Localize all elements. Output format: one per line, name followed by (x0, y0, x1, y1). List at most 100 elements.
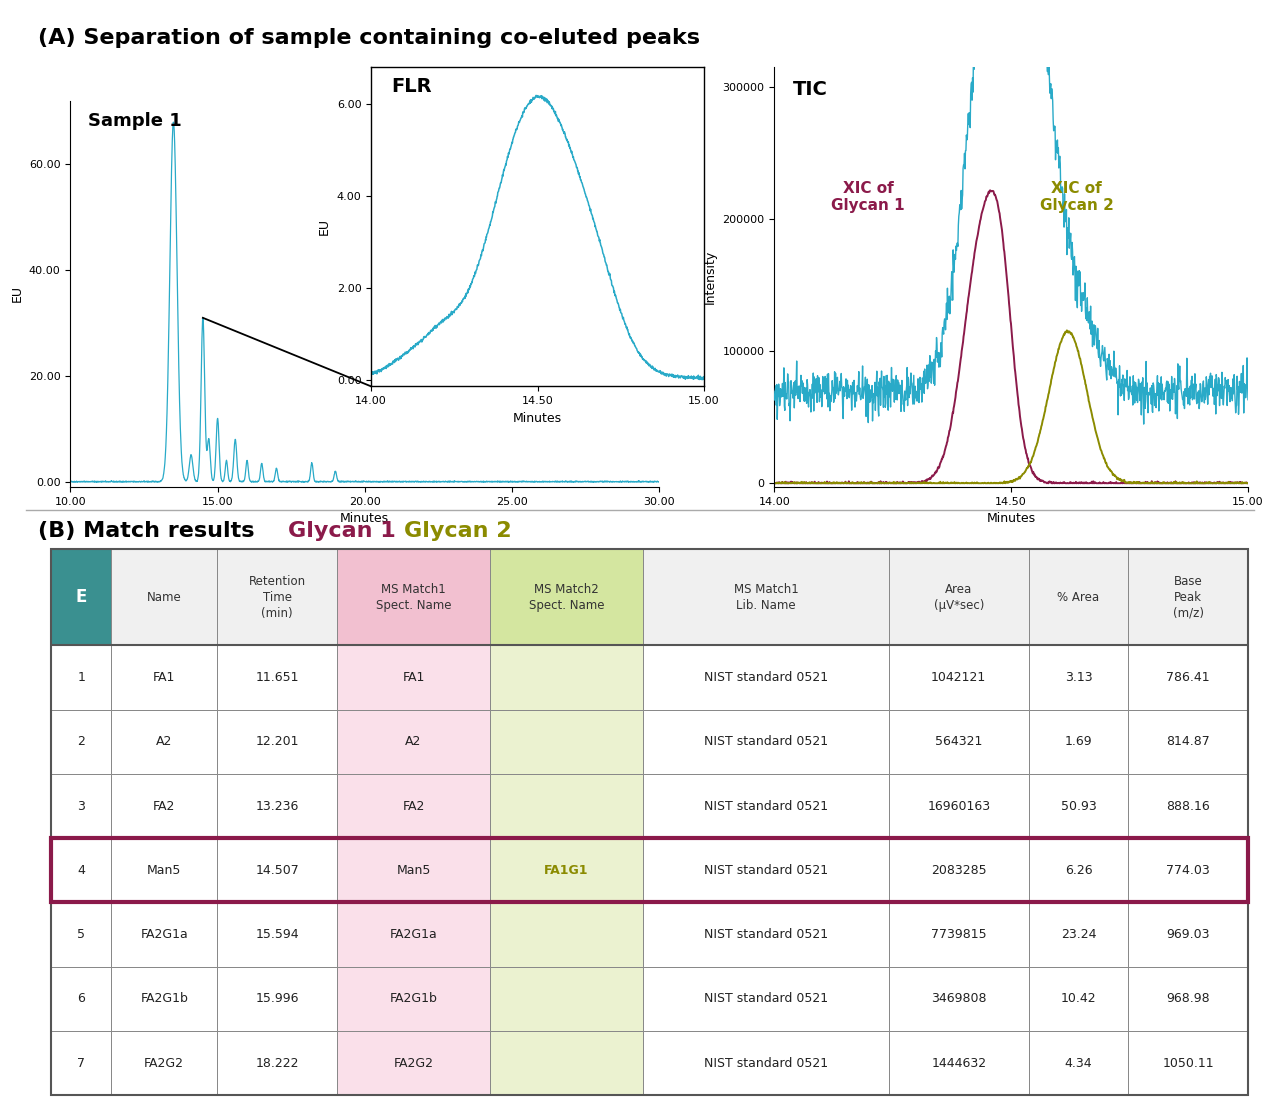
Bar (51, 645, 111, 710)
Bar (643, 838, 890, 903)
X-axis label: Minutes: Minutes (987, 513, 1036, 525)
Text: 50.93: 50.93 (1061, 800, 1097, 812)
Text: FA2G2: FA2G2 (393, 1056, 434, 1070)
Text: FA1G1: FA1G1 (544, 864, 589, 877)
Bar (1029, 838, 1129, 903)
Bar (337, 967, 490, 1032)
Text: 1050.11: 1050.11 (1162, 1056, 1213, 1070)
Bar (51, 967, 111, 1032)
Bar (1129, 838, 1248, 903)
Bar (337, 645, 490, 710)
Text: 10.42: 10.42 (1061, 992, 1096, 1006)
Bar (218, 1032, 337, 1095)
Y-axis label: Intensity: Intensity (704, 250, 717, 305)
Bar (51, 549, 111, 645)
Text: Sample 1: Sample 1 (88, 112, 182, 130)
Text: 1444632: 1444632 (932, 1056, 987, 1070)
Bar (111, 549, 218, 645)
Text: 786.41: 786.41 (1166, 671, 1210, 684)
Bar (1129, 774, 1248, 838)
Y-axis label: EU: EU (10, 286, 23, 302)
Text: MS Match1
Spect. Name: MS Match1 Spect. Name (376, 582, 452, 612)
Text: FA2: FA2 (402, 800, 425, 812)
Text: 16960163: 16960163 (927, 800, 991, 812)
Text: NIST standard 0521: NIST standard 0521 (704, 928, 828, 941)
Bar (888, 1032, 1029, 1095)
Text: Name: Name (147, 590, 182, 604)
Text: Glycan 1: Glycan 1 (288, 521, 396, 541)
Bar (1129, 967, 1248, 1032)
Bar (888, 774, 1029, 838)
Bar (1029, 1032, 1129, 1095)
Text: 23.24: 23.24 (1061, 928, 1096, 941)
Text: 3: 3 (77, 800, 84, 812)
Bar (218, 645, 337, 710)
Bar (111, 774, 218, 838)
Text: 5: 5 (77, 928, 84, 941)
Text: 1.69: 1.69 (1065, 735, 1092, 748)
Text: 564321: 564321 (936, 735, 983, 748)
Bar (1129, 549, 1248, 645)
Text: Base
Peak
(m/z): Base Peak (m/z) (1172, 575, 1203, 619)
X-axis label: Minutes: Minutes (513, 412, 562, 424)
Bar (643, 645, 890, 710)
Bar (1029, 645, 1129, 710)
Bar (51, 710, 111, 774)
Text: (A) Separation of sample containing co-eluted peaks: (A) Separation of sample containing co-e… (38, 28, 700, 48)
Text: FA2G1b: FA2G1b (141, 992, 188, 1006)
Text: 11.651: 11.651 (256, 671, 300, 684)
Y-axis label: EU: EU (319, 218, 332, 235)
Text: 3469808: 3469808 (931, 992, 987, 1006)
Bar (888, 903, 1029, 967)
Bar (218, 710, 337, 774)
Bar (51, 838, 111, 903)
Text: 774.03: 774.03 (1166, 864, 1210, 877)
Bar (51, 903, 111, 967)
Bar (643, 774, 890, 838)
Text: 6.26: 6.26 (1065, 864, 1092, 877)
Text: 14.507: 14.507 (256, 864, 300, 877)
Bar (1029, 774, 1129, 838)
Text: FA2G1a: FA2G1a (141, 928, 188, 941)
Bar (643, 549, 890, 645)
Text: 15.594: 15.594 (256, 928, 300, 941)
Text: NIST standard 0521: NIST standard 0521 (704, 800, 828, 812)
Text: MS Match2
Spect. Name: MS Match2 Spect. Name (529, 582, 604, 612)
Bar (643, 967, 890, 1032)
Text: 814.87: 814.87 (1166, 735, 1210, 748)
Text: NIST standard 0521: NIST standard 0521 (704, 671, 828, 684)
Text: 2083285: 2083285 (931, 864, 987, 877)
Bar (1129, 645, 1248, 710)
Text: 6: 6 (77, 992, 84, 1006)
Bar (643, 903, 890, 967)
Bar (111, 838, 218, 903)
Bar (888, 967, 1029, 1032)
Text: NIST standard 0521: NIST standard 0521 (704, 864, 828, 877)
Text: TIC: TIC (794, 80, 828, 99)
Text: 888.16: 888.16 (1166, 800, 1210, 812)
Bar (218, 903, 337, 967)
Bar (490, 903, 643, 967)
Text: A2: A2 (406, 735, 421, 748)
Bar (490, 645, 643, 710)
Bar (111, 903, 218, 967)
Bar (490, 1032, 643, 1095)
Text: 4: 4 (77, 864, 84, 877)
Text: FA2G2: FA2G2 (145, 1056, 184, 1070)
Bar (1029, 903, 1129, 967)
Text: XIC of
Glycan 1: XIC of Glycan 1 (831, 180, 905, 213)
Text: 15.996: 15.996 (256, 992, 300, 1006)
Text: Glycan 2: Glycan 2 (404, 521, 512, 541)
Bar (337, 549, 490, 645)
Text: NIST standard 0521: NIST standard 0521 (704, 1056, 828, 1070)
Bar (1029, 967, 1129, 1032)
Bar (490, 967, 643, 1032)
Text: Retention
Time
(min): Retention Time (min) (248, 575, 306, 619)
Bar (337, 903, 490, 967)
Text: 969.03: 969.03 (1166, 928, 1210, 941)
Text: 2: 2 (77, 735, 84, 748)
Text: Man5: Man5 (147, 864, 182, 877)
Text: MS Match1
Lib. Name: MS Match1 Lib. Name (733, 582, 799, 612)
Bar (111, 967, 218, 1032)
Text: FLR: FLR (392, 77, 431, 96)
